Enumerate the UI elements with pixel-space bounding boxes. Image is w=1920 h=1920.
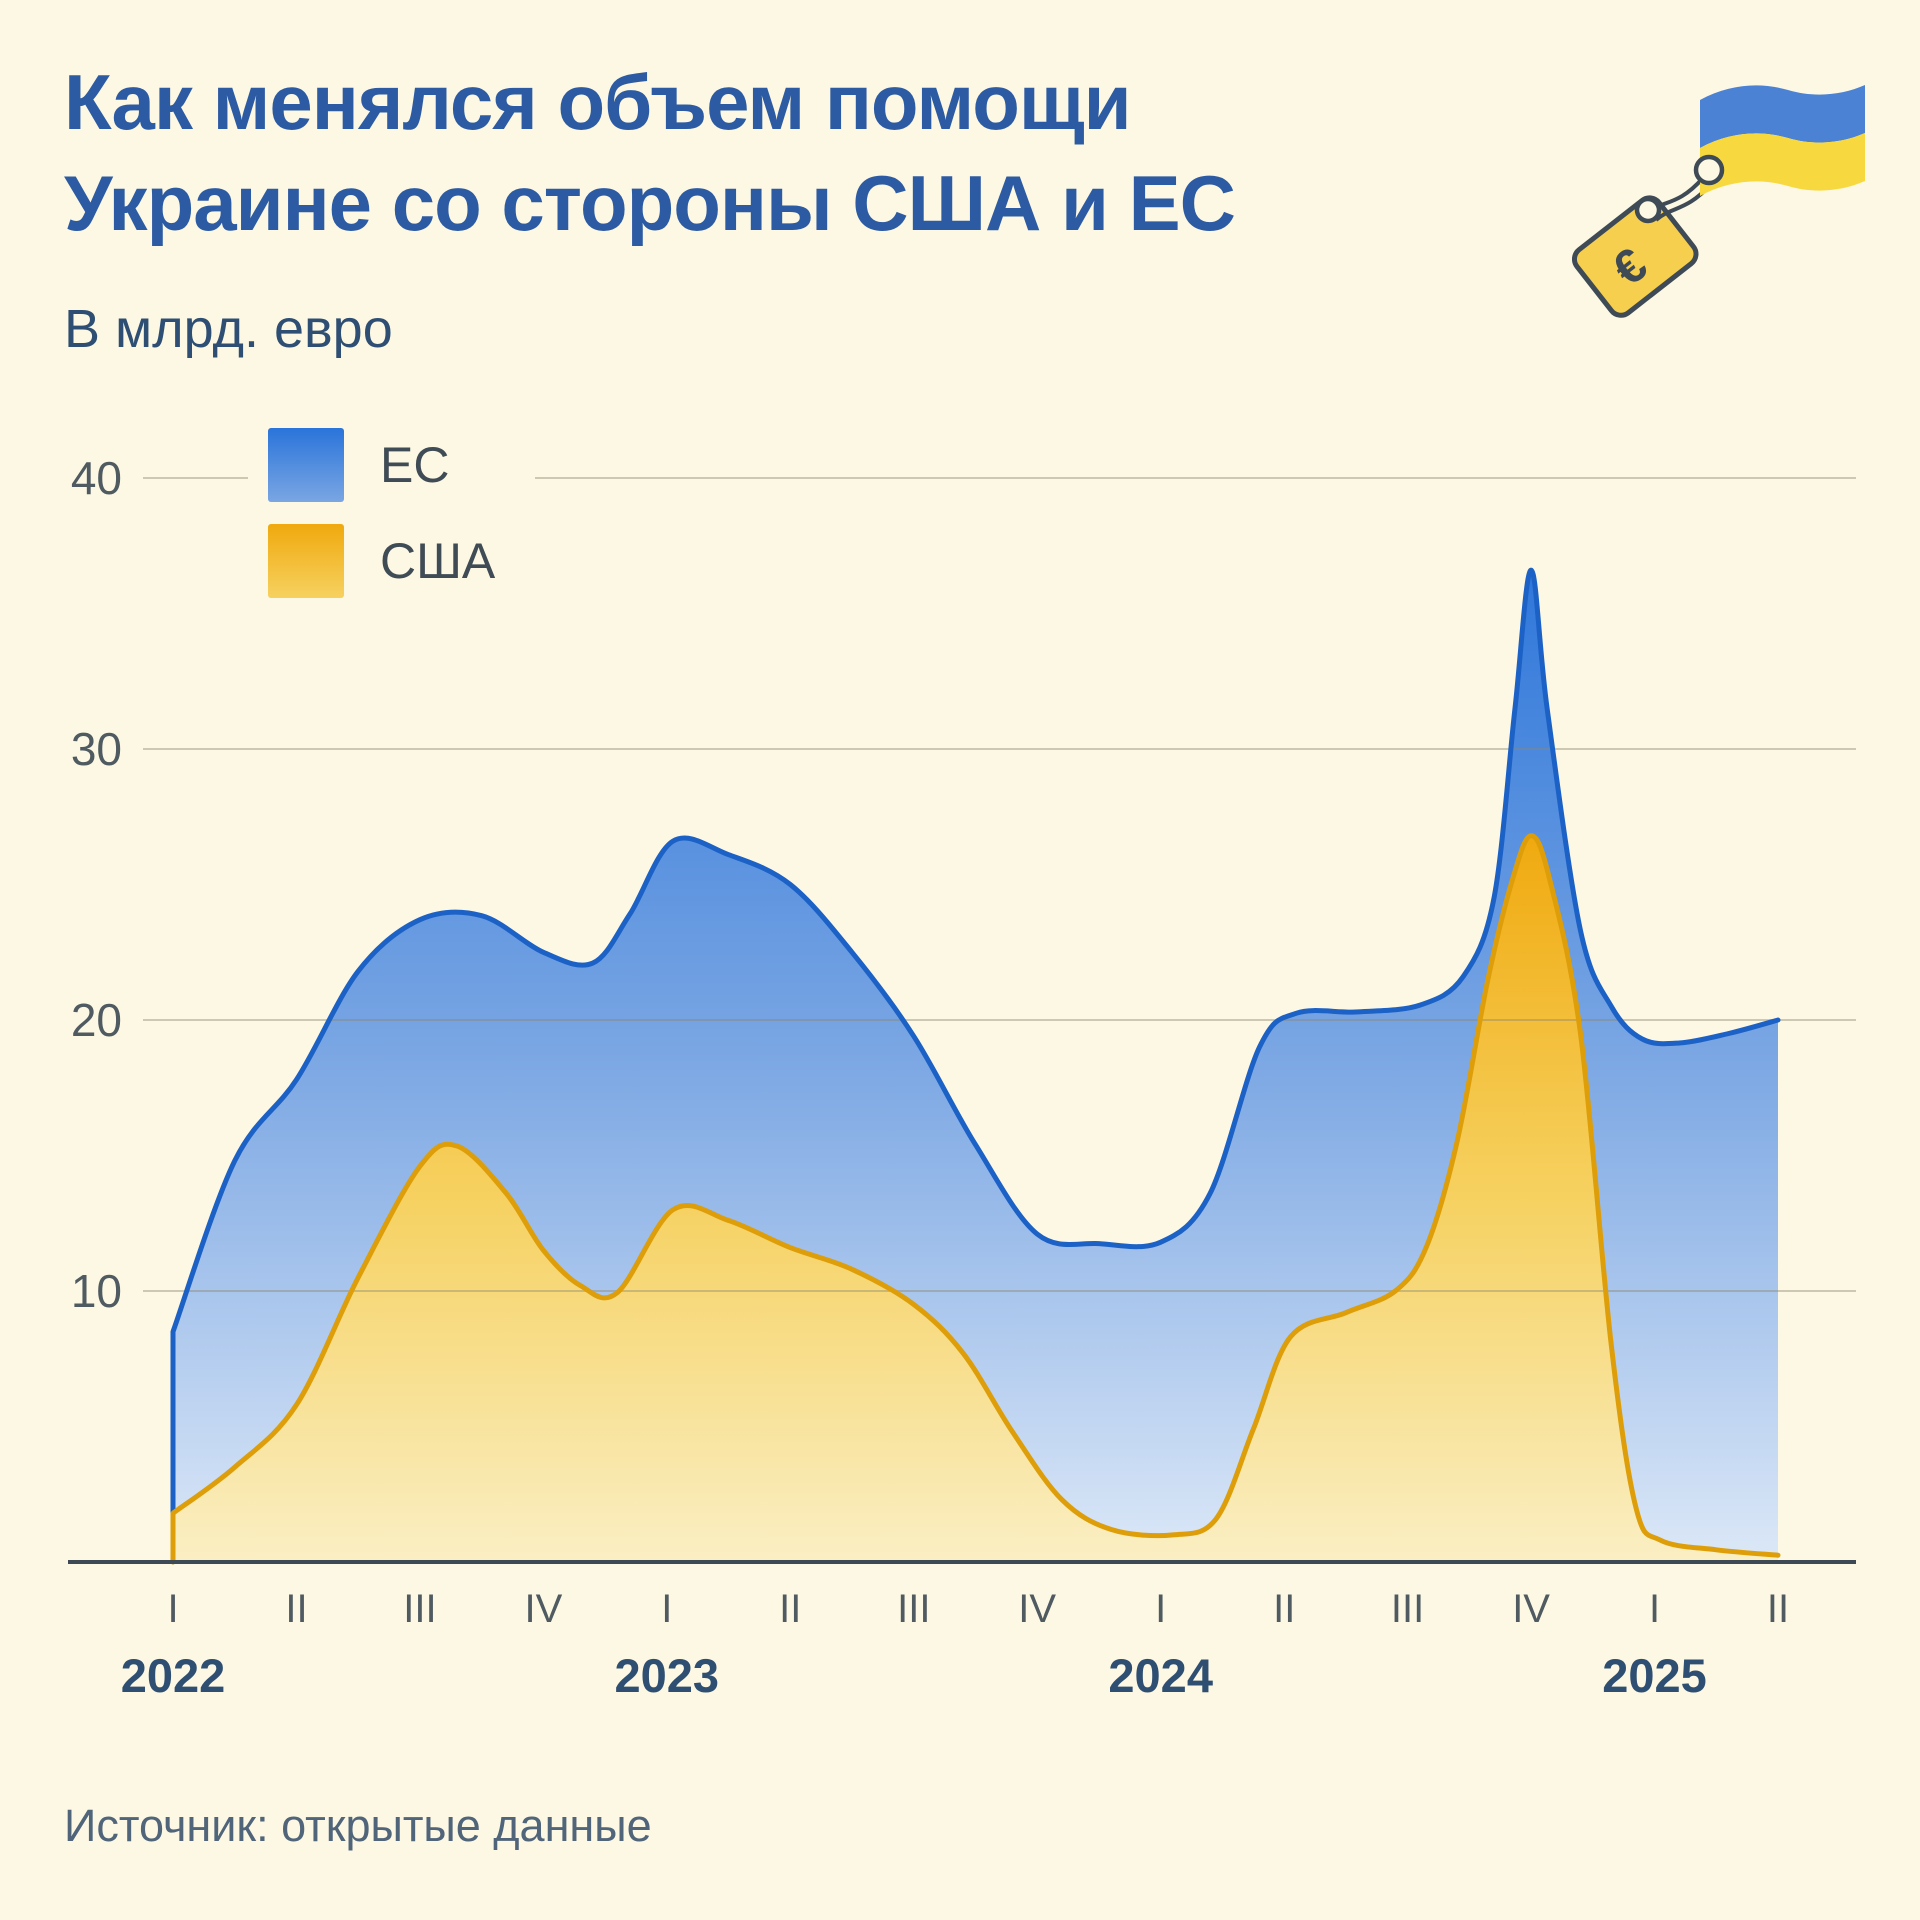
x-quarter-label: II bbox=[1273, 1587, 1295, 1631]
x-quarter-label: III bbox=[1391, 1587, 1424, 1631]
page-title-line1: Как менялся объем помощи bbox=[64, 58, 1132, 146]
legend-label-eu: ЕС bbox=[380, 437, 450, 493]
x-quarter-label: IV bbox=[1018, 1587, 1056, 1631]
tag-hole bbox=[1634, 196, 1662, 224]
x-quarter-label: IV bbox=[1512, 1587, 1550, 1631]
y-axis-label-10: 10 bbox=[71, 1265, 122, 1317]
x-quarter-label: III bbox=[897, 1587, 930, 1631]
x-quarter-label: II bbox=[285, 1587, 307, 1631]
x-quarter-label: I bbox=[661, 1587, 672, 1631]
eu-line bbox=[170, 567, 1781, 1565]
legend-item-us: США bbox=[268, 524, 495, 598]
x-year-label: 2022 bbox=[121, 1649, 226, 1702]
x-quarter-label: I bbox=[1155, 1587, 1166, 1631]
x-quarter-label: I bbox=[167, 1587, 178, 1631]
legend-item-eu: ЕС bbox=[268, 428, 495, 502]
chart-units-subtitle: В млрд. евро bbox=[64, 299, 393, 359]
legend-swatch-us bbox=[268, 524, 344, 598]
y-axis-label-40: 40 bbox=[71, 452, 122, 504]
x-year-label: 2025 bbox=[1602, 1649, 1707, 1702]
flag-blue-band bbox=[1700, 85, 1865, 148]
ukraine-flag-price-tag-icon: € bbox=[1571, 40, 1892, 330]
x-quarter-label: I bbox=[1649, 1587, 1660, 1631]
price-tag: € bbox=[1571, 176, 1713, 318]
source-note: Источник: открытые данные bbox=[64, 1800, 652, 1851]
x-quarter-label: II bbox=[1767, 1587, 1789, 1631]
page-title-line2: Украине со стороны США и ЕС bbox=[64, 159, 1236, 248]
y-axis-label-20: 20 bbox=[71, 994, 122, 1046]
x-quarter-label: III bbox=[403, 1587, 436, 1631]
flag-tag-icon-canvas: € bbox=[1571, 85, 1865, 318]
x-quarter-label: IV bbox=[525, 1587, 563, 1631]
x-quarter-label: II bbox=[779, 1587, 801, 1631]
x-year-label: 2024 bbox=[1108, 1649, 1213, 1702]
y-axis-label-30: 30 bbox=[71, 723, 122, 775]
us-line bbox=[170, 833, 1781, 1565]
flag-yellow-band bbox=[1700, 133, 1865, 196]
legend-label-us: США bbox=[380, 533, 496, 589]
chart-legend: ЕС США bbox=[248, 418, 536, 608]
x-year-label: 2023 bbox=[615, 1649, 720, 1702]
flag-grommet bbox=[1693, 154, 1725, 186]
page-title: Как менялся объем помощи Украине со стор… bbox=[64, 52, 1564, 255]
tag-body bbox=[1571, 195, 1699, 318]
legend-swatch-eu bbox=[268, 428, 344, 502]
ukraine-flag bbox=[1693, 85, 1865, 196]
us-area bbox=[173, 835, 1778, 1562]
